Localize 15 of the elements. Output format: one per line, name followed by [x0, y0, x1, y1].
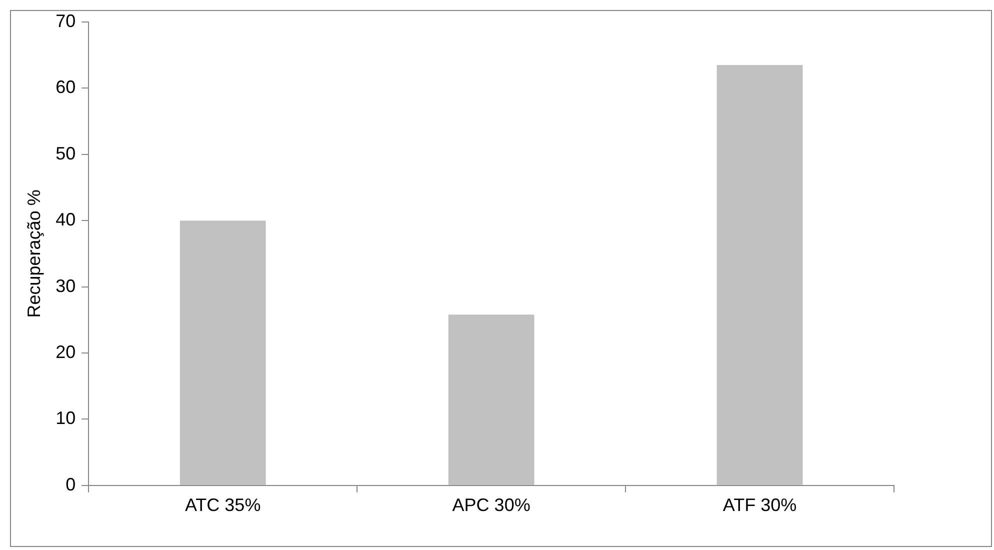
y-tick-label: 70 [56, 10, 76, 31]
y-tick-label: 30 [56, 276, 76, 296]
bar [180, 220, 266, 485]
y-axis-title: Recuperação % [24, 190, 44, 318]
y-tick-label: 40 [56, 210, 76, 230]
y-tick-label: 10 [56, 408, 76, 428]
x-tick-label: APC 30% [452, 495, 530, 516]
bar [716, 65, 803, 485]
y-tick-label: 20 [56, 342, 76, 362]
x-tick-label: ATC 35% [185, 495, 261, 516]
x-tick-label: ATF 30% [722, 495, 797, 516]
y-tick-label: 50 [56, 143, 76, 164]
y-tick-label: 60 [56, 77, 76, 98]
bar [448, 314, 534, 485]
y-tick-label: 0 [66, 474, 76, 494]
